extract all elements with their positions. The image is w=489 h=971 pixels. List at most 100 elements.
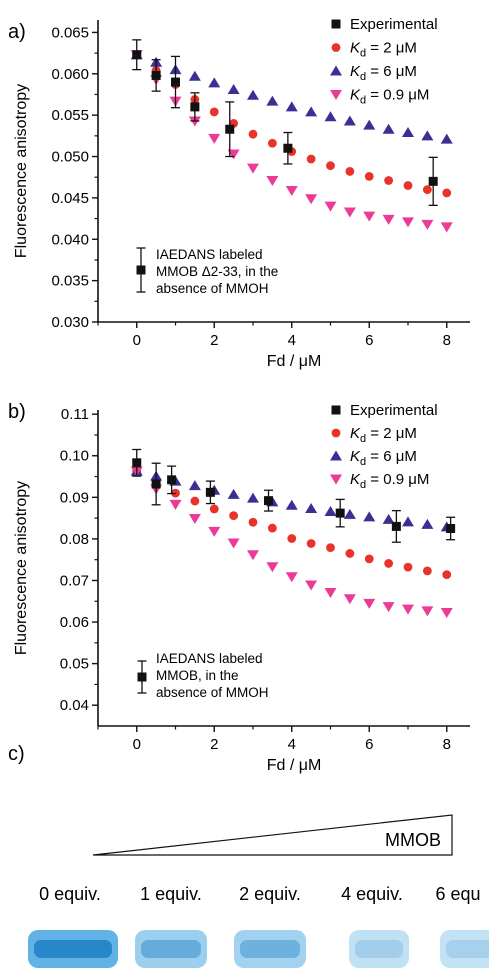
y-tick-label: 0.035: [51, 273, 89, 290]
data-point-kd09: [266, 176, 279, 187]
data-point-kd09: [285, 185, 298, 196]
mmob-gradient-wedge: [92, 814, 453, 856]
y-axis-title: Fluorescence anisotropy: [13, 481, 30, 655]
gel-lanes: 0 equiv. 1 equiv. 2 equiv. 4 equiv. 6 equ: [28, 884, 489, 968]
annotation-line: MMOB, in the: [156, 668, 239, 683]
y-tick-label: 0.10: [60, 448, 89, 465]
annotation-line: absence of MMOH: [156, 685, 269, 700]
legend-marker-kd6: [330, 65, 342, 76]
x-tick-label: 0: [133, 332, 141, 349]
data-point-kd2: [422, 185, 432, 195]
data-point-kd09: [169, 499, 182, 510]
data-point-kd09: [363, 598, 376, 609]
data-point-experimental: [428, 176, 438, 186]
data-point-experimental: [446, 524, 456, 533]
legend-label-kd09: Kd = 0.9 μM: [350, 87, 429, 107]
gel-band-core: [355, 940, 403, 958]
y-tick-label: 0.050: [51, 149, 89, 166]
data-point-kd2: [326, 543, 335, 553]
sample-annotation: IAEDANS labeled MMOB, in the absence of MM…: [137, 651, 269, 700]
legend-label-kd2: Kd = 2 μM: [350, 425, 417, 445]
data-point-kd2: [209, 107, 219, 117]
gel-band-core: [446, 940, 489, 958]
data-point-kd6: [247, 89, 259, 100]
annotation-marker: [136, 265, 146, 275]
y-tick-label: 0.04: [60, 697, 89, 714]
x-tick-label: 2: [210, 332, 218, 349]
data-point-experimental: [205, 487, 215, 497]
data-point-kd6: [363, 119, 376, 130]
legend-label-kd2: Kd = 2 μM: [350, 40, 417, 60]
legend-marker-kd09: [330, 90, 342, 100]
annotation-line: IAEDANS labeled: [156, 247, 263, 262]
data-point-kd2: [287, 534, 297, 543]
data-point-kd6: [188, 480, 201, 491]
data-point-kd6: [421, 518, 434, 529]
gel-band: [440, 930, 489, 968]
legend-marker-kd6: [330, 450, 342, 461]
x-tick-label: 6: [365, 332, 373, 349]
data-point-experimental: [151, 479, 161, 489]
data-point-kd6: [402, 516, 414, 527]
data-point-experimental: [190, 102, 200, 112]
x-axis-title: Fd / μM: [267, 353, 322, 370]
panel-b-label: b): [8, 401, 26, 423]
mmob-wedge-label: MMOB: [385, 830, 441, 850]
data-point-kd09: [343, 207, 356, 218]
lane-label: 2 equiv.: [239, 884, 301, 904]
legend-marker-experimental: [331, 405, 341, 415]
data-point-kd09: [440, 607, 453, 618]
legend-marker-kd2: [331, 428, 341, 438]
y-tick-label: 0.045: [51, 190, 89, 207]
data-point-kd09: [208, 133, 221, 144]
x-tick-label: 4: [288, 736, 296, 753]
data-point-kd09: [343, 594, 356, 605]
legend-label-kd6: Kd = 6 μM: [350, 63, 417, 83]
y-tick-label: 0.060: [51, 66, 89, 83]
data-point-experimental: [171, 77, 180, 87]
data-point-kd6: [285, 499, 298, 510]
y-tick-label: 0.05: [60, 656, 89, 673]
data-point-kd09: [324, 588, 337, 599]
data-point-kd6: [343, 508, 356, 519]
lane-label: 0 equiv.: [39, 884, 101, 904]
gel-band-core: [240, 940, 300, 958]
y-tick-label: 0.065: [51, 24, 89, 41]
data-point-kd09: [188, 514, 201, 525]
data-point-kd2: [248, 129, 258, 139]
data-point-kd6: [363, 511, 376, 522]
data-point-kd6: [440, 133, 453, 144]
legend-marker-experimental: [331, 19, 341, 29]
legend: Experimental Kd = 2 μM Kd = 6 μM Kd = 0.9 μ…: [330, 16, 438, 107]
data-point-kd2: [306, 539, 316, 548]
legend-label-kd09: Kd = 0.9 μM: [350, 471, 429, 491]
data-point-kd2: [422, 566, 432, 576]
annotation-line: absence of MMOH: [156, 281, 269, 296]
x-tick-label: 4: [288, 332, 296, 349]
data-point-kd2: [345, 549, 355, 558]
data-point-kd6: [324, 505, 337, 516]
data-point-kd09: [382, 602, 395, 613]
data-point-kd2: [442, 570, 452, 580]
data-point-kd6: [285, 101, 298, 112]
legend-marker-kd09: [330, 474, 342, 485]
data-point-kd09: [305, 580, 318, 591]
data-point-kd09: [421, 606, 434, 617]
gel-band: [234, 930, 306, 968]
data-point-kd09: [363, 211, 376, 222]
data-point-kd2: [403, 562, 413, 572]
gel-band: [349, 930, 409, 968]
data-point-kd09: [402, 604, 414, 615]
data-point-kd2: [326, 161, 335, 171]
data-point-kd6: [402, 127, 414, 138]
gel-band-core: [34, 940, 112, 958]
data-point-kd2: [384, 559, 394, 568]
data-point-kd2: [267, 138, 277, 148]
data-point-kd09: [440, 222, 453, 233]
data-point-kd2: [248, 517, 258, 527]
legend-label-kd6: Kd = 6 μM: [350, 448, 417, 468]
data-point-experimental: [132, 50, 142, 60]
series-experimental: [132, 39, 438, 206]
y-tick-label: 0.07: [60, 572, 89, 589]
data-point-kd6: [227, 84, 240, 95]
